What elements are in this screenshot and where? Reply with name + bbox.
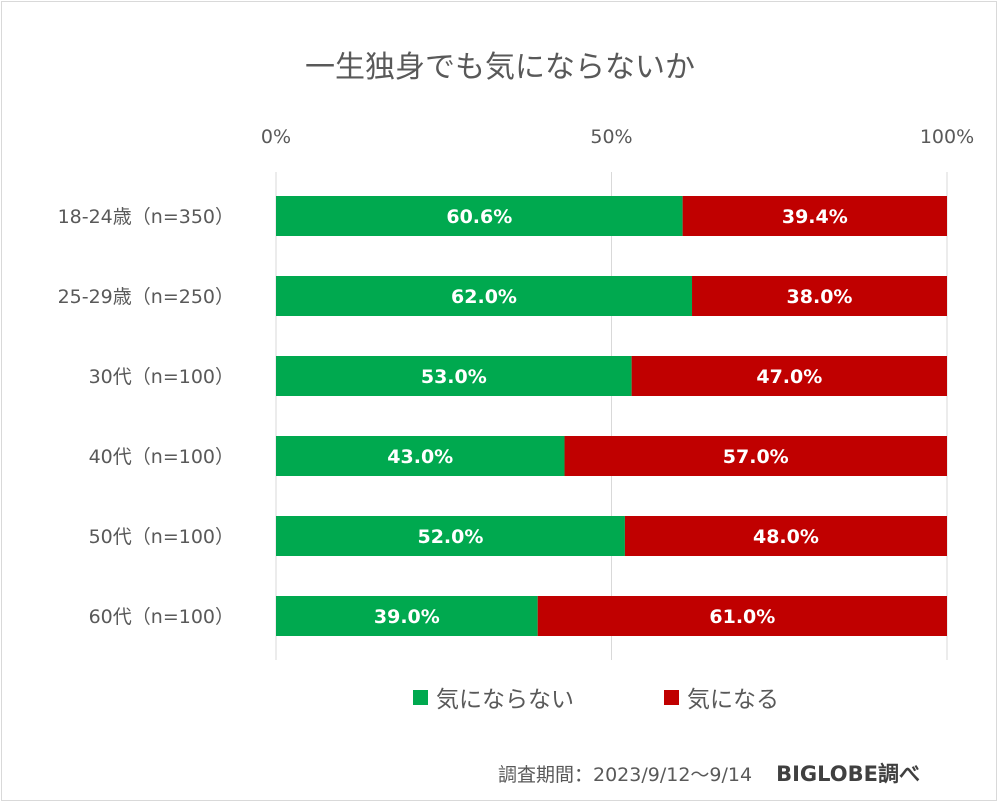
data-label: 60.6%: [446, 206, 512, 228]
data-label: 61.0%: [709, 606, 775, 628]
data-label: 39.0%: [374, 606, 440, 628]
category-label: 25-29歳（n=250）: [58, 286, 234, 308]
category-label: 50代（n=100）: [89, 526, 234, 548]
bar-segment: [631, 356, 947, 396]
bar-segment: [276, 276, 693, 316]
bar-segment: [276, 516, 625, 556]
category-label: 40代（n=100）: [89, 446, 234, 468]
bar-segment: [276, 436, 565, 476]
category-labels: 18-24歳（n=350） 25-29歳（n=250） 30代（n=100） 40代（…: [58, 206, 234, 628]
data-label: 47.0%: [756, 366, 822, 388]
legend-label-1: 気になる: [687, 687, 779, 713]
x-tick-label: 0%: [261, 126, 291, 148]
data-label: 57.0%: [723, 446, 789, 468]
legend-swatch-0: [413, 689, 428, 705]
bar-segment: [682, 196, 947, 236]
data-label: 53.0%: [421, 366, 487, 388]
bar-segment: [692, 276, 947, 316]
x-axis-ticks: 0% 50% 100%: [261, 126, 974, 148]
legend-item-1: 気になる: [664, 680, 779, 714]
bar-segment: [276, 596, 538, 636]
category-label: 18-24歳（n=350）: [58, 206, 234, 228]
bar-segment: [564, 436, 947, 476]
bar-segment: [276, 356, 632, 396]
category-label: 60代（n=100）: [89, 606, 234, 628]
data-label: 43.0%: [387, 446, 453, 468]
source-brand: BIGLOBE調べ: [776, 762, 920, 786]
data-label: 48.0%: [753, 526, 819, 548]
x-tick-label: 100%: [920, 126, 974, 148]
x-tick-label: 50%: [590, 126, 632, 148]
legend-swatch-1: [664, 689, 679, 705]
legend-item-0: 気にならない: [413, 680, 574, 714]
category-label: 30代（n=100）: [89, 366, 234, 388]
data-label: 52.0%: [417, 526, 483, 548]
data-label: 38.0%: [787, 286, 853, 308]
survey-period-note: 調査期間：2023/9/12〜9/14: [498, 764, 753, 786]
data-label: 62.0%: [451, 286, 517, 308]
bar-segment: [537, 596, 947, 636]
footer: 調査期間：2023/9/12〜9/14 BIGLOBE調べ: [498, 758, 920, 788]
bars: 60.6% 39.4% 62.0% 38.0% 53.0% 47.0% 43.0% 57.0%…: [276, 196, 947, 636]
bar-segment: [624, 516, 947, 556]
legend-label-0: 気にならない: [436, 687, 574, 713]
gridlines: [275, 172, 948, 660]
legend: 気にならない 気になる: [0, 680, 1000, 714]
chart-title: 一生独身でも気にならないか: [305, 50, 695, 85]
data-label: 39.4%: [782, 206, 848, 228]
bar-segment: [276, 196, 683, 236]
